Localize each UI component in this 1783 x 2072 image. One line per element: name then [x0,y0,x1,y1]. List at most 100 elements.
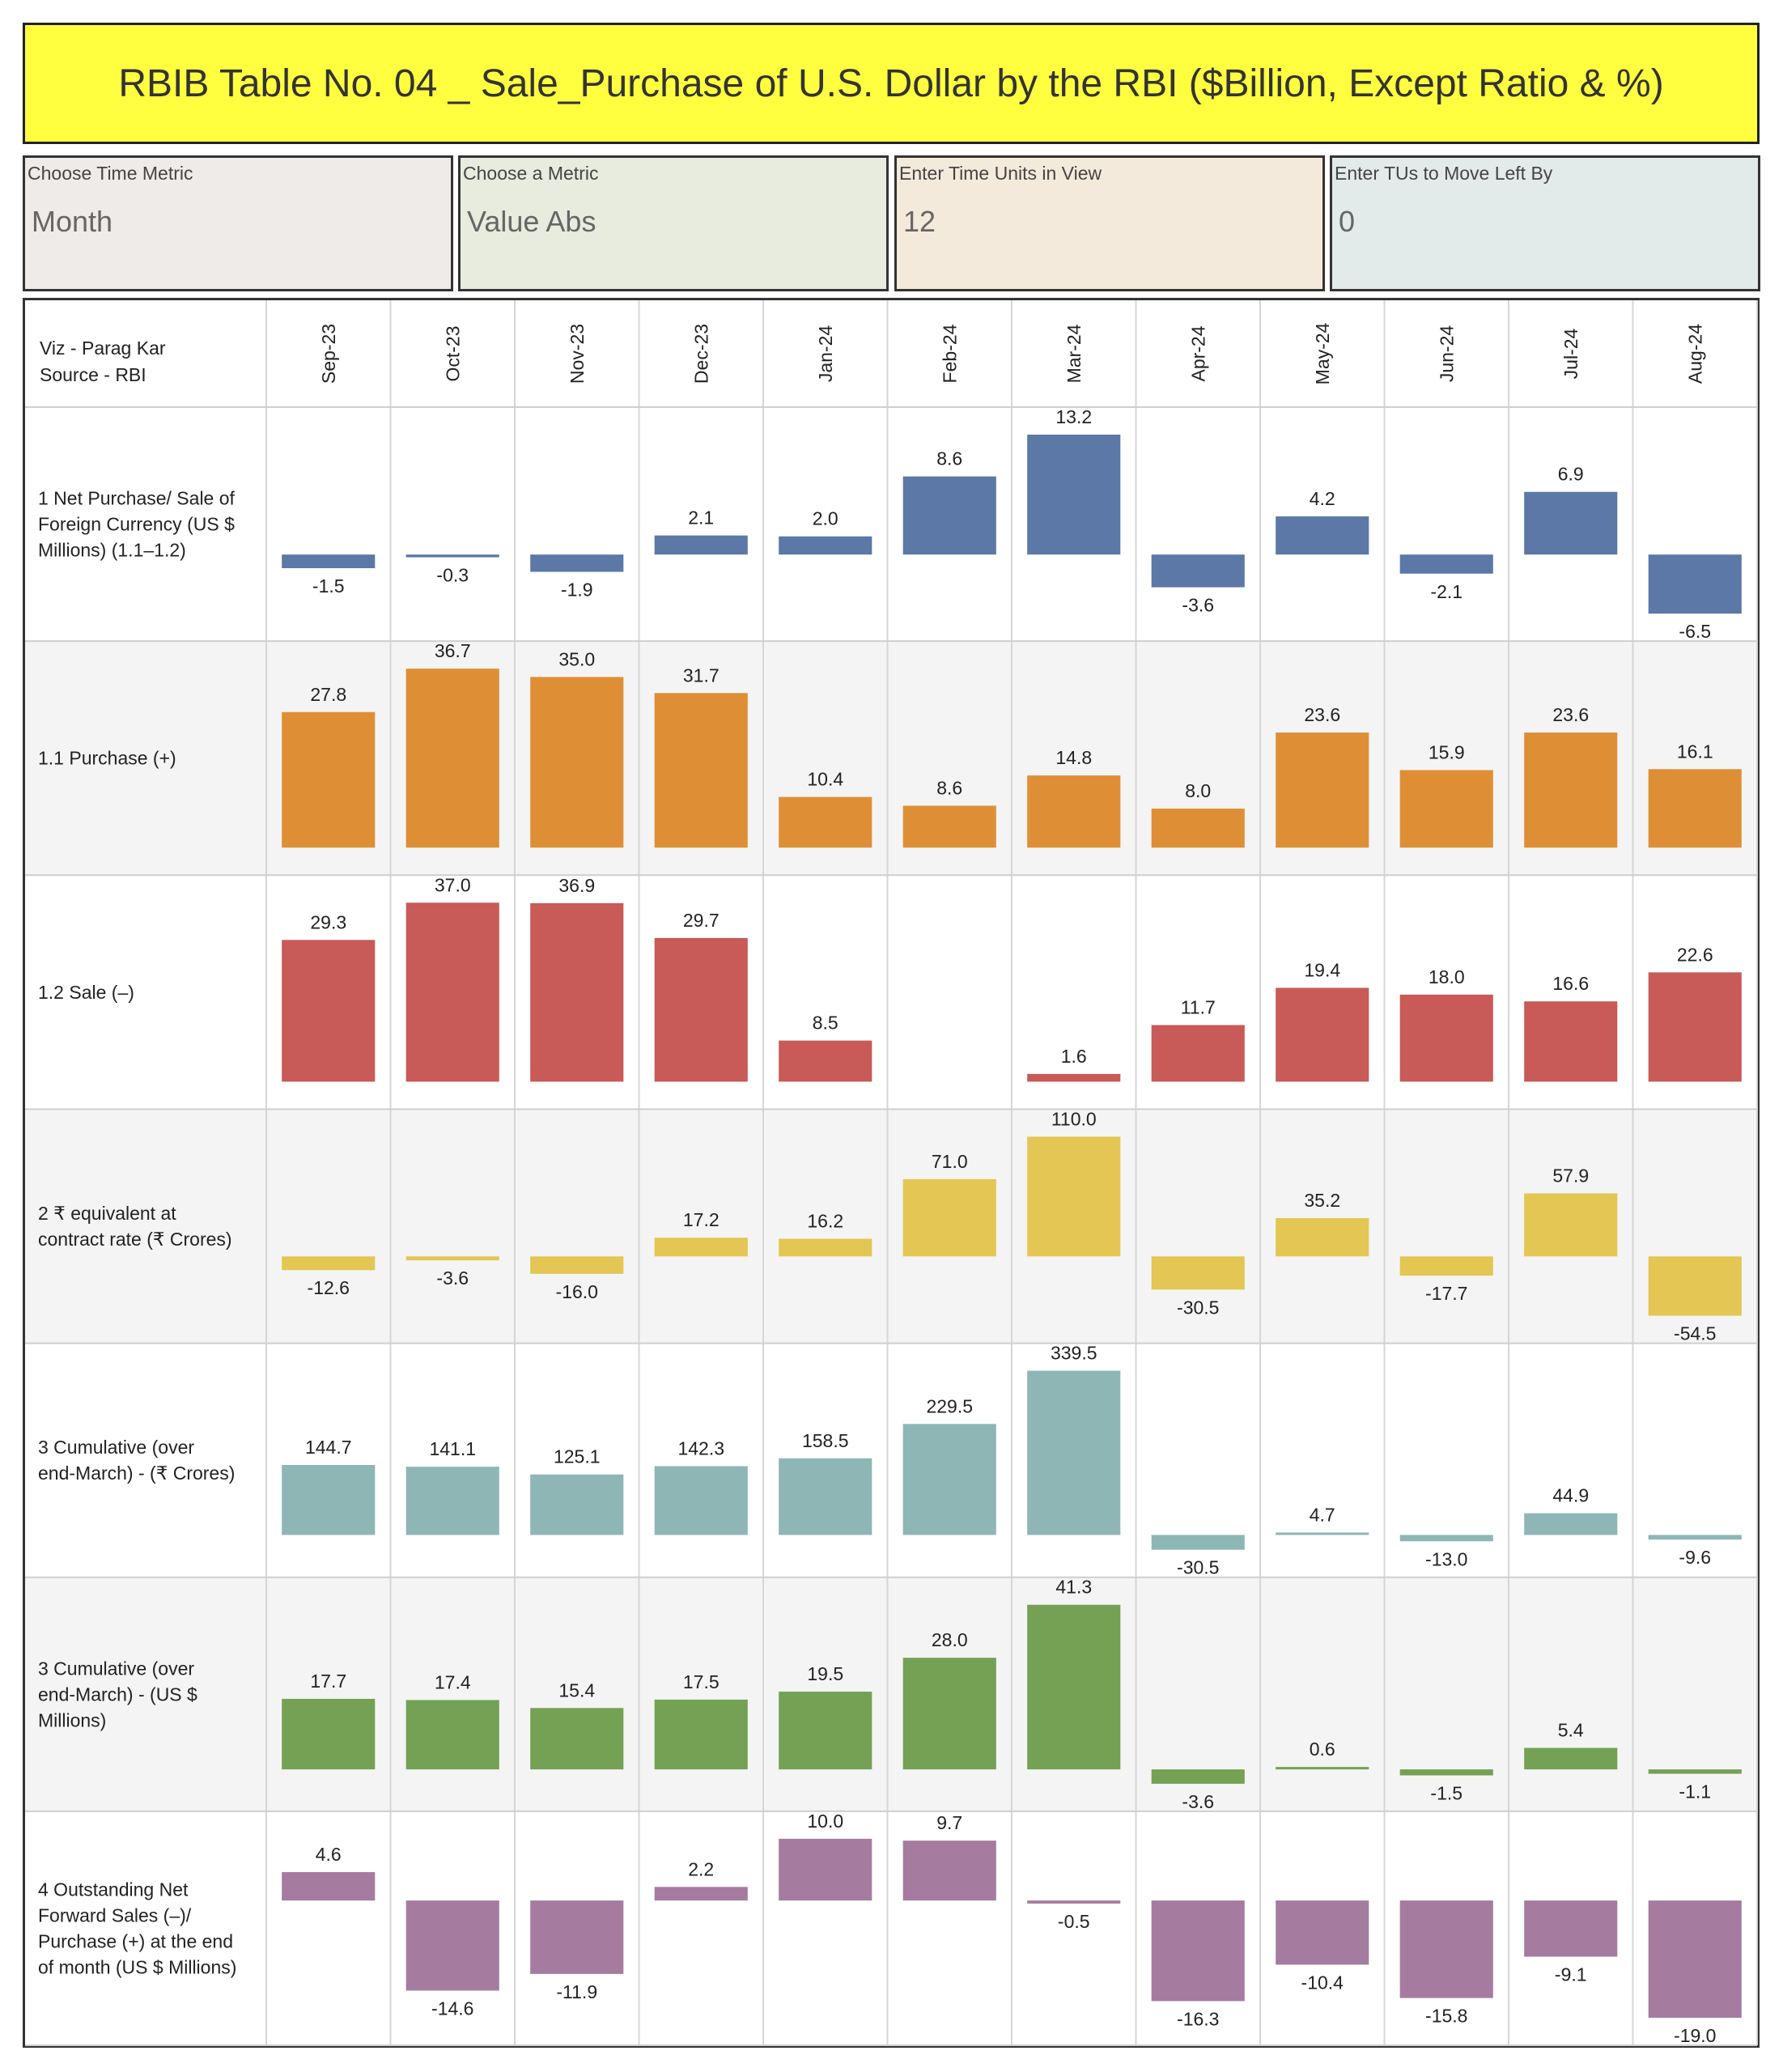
month-label: Mar-24 [1063,324,1085,383]
data-label: 0.6 [1310,1739,1335,1760]
row-label: Purchase (+) at the end [38,1930,233,1951]
row-background [25,1811,1757,2045]
bar [1399,1900,1493,1998]
row-label: Forward Sales (–)/ [38,1904,192,1926]
bar [1151,1900,1245,2002]
data-label: 13.2 [1055,406,1092,427]
month-label: Jan-24 [815,325,836,383]
bar [530,902,624,1082]
bar [654,1238,748,1257]
data-label: 36.7 [435,640,471,661]
bar [1027,435,1121,555]
data-label: -19.0 [1674,2025,1716,2046]
data-label: -3.6 [436,1267,469,1289]
data-label: 10.0 [807,1811,843,1832]
time-units-label: Enter Time Units in View [899,163,1102,184]
data-label: -1.5 [312,575,345,597]
data-label: 10.4 [807,769,843,790]
data-label: -11.9 [556,1981,597,2002]
data-label: 8.6 [936,448,962,469]
bar [1399,1256,1493,1276]
data-label: 16.2 [807,1211,843,1232]
data-label: 4.2 [1310,488,1335,509]
data-label: 17.7 [310,1671,346,1692]
data-label: 16.1 [1677,741,1713,762]
time-units-input[interactable]: Enter Time Units in View 12 [894,155,1325,291]
time-metric-value[interactable]: Month [32,205,113,238]
time-metric-selector[interactable]: Choose Time Metric Month [23,155,453,291]
data-label: 158.5 [802,1430,849,1451]
bar [282,1872,376,1901]
bar [530,677,624,848]
row-label: of month (US $ Millions) [38,1956,236,1977]
data-label: 15.9 [1429,741,1465,762]
bar [1648,769,1742,848]
bar [1276,1767,1369,1770]
data-label: 8.6 [936,777,962,798]
data-label: 19.5 [807,1663,843,1684]
data-label: 4.7 [1310,1504,1335,1525]
row-background [25,1343,1757,1577]
data-label: 28.0 [932,1629,968,1650]
bar [1276,1532,1369,1535]
viz-credit: Viz - Parag Kar [40,338,166,359]
row-label: Millions) [38,1709,106,1730]
bar [405,1900,499,1991]
bar [1399,1769,1493,1776]
data-label: 144.7 [305,1437,352,1458]
data-label: -3.6 [1182,1791,1214,1812]
data-label: 229.5 [926,1395,973,1416]
row-label: 1 Net Purchase/ Sale of [38,488,236,509]
data-label: 5.4 [1558,1720,1584,1741]
bar [779,1040,872,1082]
bar [530,554,624,572]
time-units-value[interactable]: 12 [903,205,936,238]
data-label: 110.0 [1051,1108,1097,1129]
data-label: -54.5 [1674,1323,1716,1344]
move-left-input[interactable]: Enter TUs to Move Left By 0 [1330,155,1760,291]
data-label: 57.9 [1552,1165,1589,1186]
bar [530,1900,624,1974]
bar [282,940,376,1082]
bar [1027,1900,1121,1904]
bar [779,796,872,848]
bar [1399,1535,1493,1542]
bar [1524,1193,1618,1257]
data-label: -3.6 [1182,595,1214,616]
bar [1276,1217,1369,1257]
move-left-value[interactable]: 0 [1339,205,1356,238]
data-label: 142.3 [677,1437,724,1458]
bar [654,1887,748,1901]
data-label: 19.4 [1304,959,1340,980]
data-label: 2.0 [813,508,838,529]
bar [405,669,499,848]
data-label: -14.6 [431,1998,473,2019]
bar [1027,1370,1121,1535]
data-label: 23.6 [1304,704,1340,725]
data-label: 31.7 [683,664,720,686]
bar [902,476,996,555]
row-label: contract rate (₹ Crores) [38,1229,232,1250]
metric-value[interactable]: Value Abs [467,205,596,238]
data-label: -9.1 [1555,1964,1587,1985]
bar [1524,732,1618,848]
chart-grid-frame [23,298,1760,2048]
data-label: 2.2 [688,1858,714,1879]
bar [405,1467,499,1535]
bar [654,937,748,1082]
row-label: 3 Cumulative (over [38,1658,194,1679]
bar [779,1238,872,1257]
bar [1027,1073,1121,1082]
bar [282,554,376,569]
data-label: -1.5 [1430,1783,1462,1804]
data-label: 17.4 [435,1671,471,1692]
metric-selector[interactable]: Choose a Metric Value Abs [458,155,889,291]
row-label: 3 Cumulative (over [38,1437,194,1458]
data-label: -30.5 [1177,1297,1219,1318]
month-label: Apr-24 [1187,325,1208,381]
bar [1151,1256,1245,1290]
bar [1524,1747,1618,1770]
bar [654,693,748,848]
bar [1151,1769,1245,1784]
bar [1648,1900,1742,2018]
